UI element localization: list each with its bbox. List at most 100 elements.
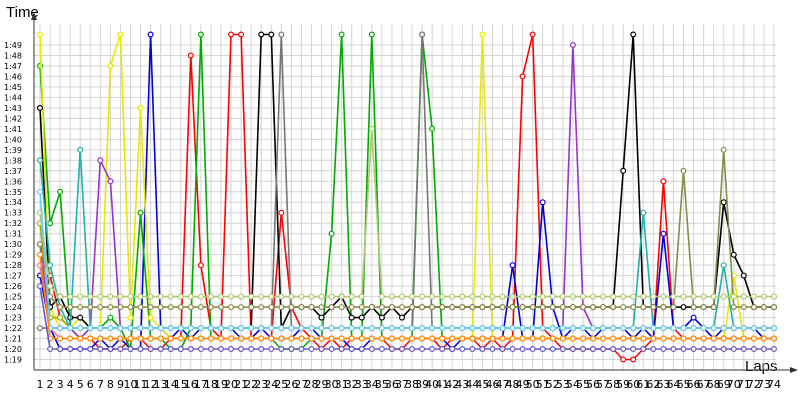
data-point [720, 346, 727, 353]
data-point [228, 325, 235, 332]
data-point [600, 346, 607, 353]
data-point [600, 335, 607, 342]
data-point [539, 335, 546, 342]
data-point [228, 293, 235, 300]
data-point [559, 346, 566, 353]
data-point [429, 325, 436, 332]
data-point [509, 346, 516, 353]
data-point [439, 293, 446, 300]
data-point [529, 325, 536, 332]
data-point [167, 335, 174, 342]
data-point [278, 209, 285, 216]
data-point [519, 293, 526, 300]
data-point [77, 346, 84, 353]
data-point [720, 146, 727, 153]
data-point [459, 304, 466, 311]
data-point [750, 346, 757, 353]
data-point [690, 335, 697, 342]
data-point [449, 346, 456, 353]
data-point [730, 251, 737, 258]
data-point [328, 230, 335, 237]
data-point [67, 325, 74, 332]
data-point [409, 346, 416, 353]
data-point [147, 314, 154, 321]
x-tick-label: 48 [506, 378, 520, 391]
data-point [439, 346, 446, 353]
series-14 [36, 251, 777, 342]
data-point [559, 335, 566, 342]
x-tick-label: 13 [154, 378, 168, 391]
y-tick-label: 1:19 [4, 356, 22, 365]
y-ticks: 1:19 1:201:21 1:221:23 1:241:25 1:261:27 1:28… [4, 41, 22, 365]
data-point [750, 335, 757, 342]
data-point [368, 325, 375, 332]
data-point [409, 325, 416, 332]
data-point [620, 167, 627, 174]
x-tick-label: 14 [164, 378, 178, 391]
data-point [328, 346, 335, 353]
data-point [378, 314, 385, 321]
data-point [730, 293, 737, 300]
data-point [248, 335, 255, 342]
data-point [710, 335, 717, 342]
x-tick-label: 34 [365, 378, 379, 391]
data-point [680, 335, 687, 342]
data-point [278, 335, 285, 342]
data-point [690, 325, 697, 332]
data-point [258, 293, 265, 300]
data-point [97, 293, 104, 300]
data-point [197, 335, 204, 342]
x-tick-label: 33 [355, 378, 369, 391]
data-point [770, 346, 777, 353]
data-point [569, 304, 576, 311]
x-tick-label: 7 [97, 378, 104, 391]
y-tick-label: 1:49 [4, 41, 22, 50]
data-point [489, 325, 496, 332]
data-point [499, 346, 506, 353]
data-point [519, 73, 526, 80]
data-point [519, 346, 526, 353]
y-tick-label: 1:46 [4, 72, 22, 81]
data-point [218, 335, 225, 342]
data-point [720, 335, 727, 342]
data-point [157, 346, 164, 353]
y-tick-label: 1:20 [4, 345, 22, 354]
y-axis-arrow [31, 12, 37, 20]
data-point [338, 293, 345, 300]
x-tick-label: 61 [636, 378, 650, 391]
series-group [36, 31, 777, 363]
data-point [167, 304, 174, 311]
data-point [419, 293, 426, 300]
data-point [640, 304, 647, 311]
data-point [620, 346, 627, 353]
data-point [559, 325, 566, 332]
data-point [419, 304, 426, 311]
x-tick-label: 19 [214, 378, 228, 391]
data-point [127, 346, 134, 353]
data-point [278, 346, 285, 353]
data-point [399, 335, 406, 342]
data-point [439, 335, 446, 342]
data-point [399, 314, 406, 321]
data-point [36, 31, 43, 38]
data-point [147, 335, 154, 342]
x-tick-label: 41 [435, 378, 449, 391]
data-point [207, 325, 214, 332]
x-tick-label: 51 [536, 378, 550, 391]
data-point [509, 262, 516, 269]
data-point [338, 31, 345, 38]
data-point [539, 304, 546, 311]
data-point [137, 325, 144, 332]
data-point [378, 335, 385, 342]
data-point [640, 325, 647, 332]
x-tick-label: 36 [385, 378, 399, 391]
data-point [740, 335, 747, 342]
data-point [489, 346, 496, 353]
data-point [459, 346, 466, 353]
data-point [338, 325, 345, 332]
data-point [117, 335, 124, 342]
data-point [147, 304, 154, 311]
x-tick-label: 23 [254, 378, 268, 391]
data-point [238, 31, 245, 38]
data-point [499, 325, 506, 332]
